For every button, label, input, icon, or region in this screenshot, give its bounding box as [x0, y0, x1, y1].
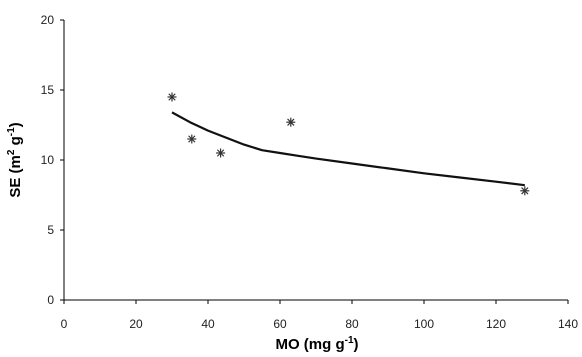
y-axis-ticks: 0 5 10 15 20 [41, 13, 64, 307]
x-axis-ticks: 0 20 40 60 80 100 120 140 [61, 300, 578, 331]
x-tick-label: 80 [345, 317, 359, 331]
data-point-asterisk [187, 134, 197, 144]
data-point-asterisk [286, 117, 296, 127]
axes [63, 20, 568, 301]
x-tick-label: 120 [486, 317, 506, 331]
x-tick-label: 100 [414, 317, 434, 331]
y-tick-label: 5 [47, 223, 54, 237]
y-tick-label: 20 [41, 13, 55, 27]
y-axis-title: SE (m2 g-1) [6, 122, 24, 197]
data-point-asterisk [216, 148, 226, 158]
trend-line [171, 111, 525, 187]
x-tick-label: 20 [129, 317, 143, 331]
x-tick-label: 0 [61, 317, 68, 331]
x-tick-label: 60 [273, 317, 287, 331]
x-tick-label: 140 [558, 317, 578, 331]
y-tick-label: 10 [41, 153, 55, 167]
y-tick-label: 0 [47, 293, 54, 307]
x-tick-label: 40 [201, 317, 215, 331]
y-tick-label: 15 [41, 83, 55, 97]
data-point-asterisk [520, 186, 530, 196]
data-point-asterisk [167, 92, 177, 102]
data-layer [167, 92, 530, 196]
x-axis-title: MO (mg g-1) [275, 335, 358, 353]
